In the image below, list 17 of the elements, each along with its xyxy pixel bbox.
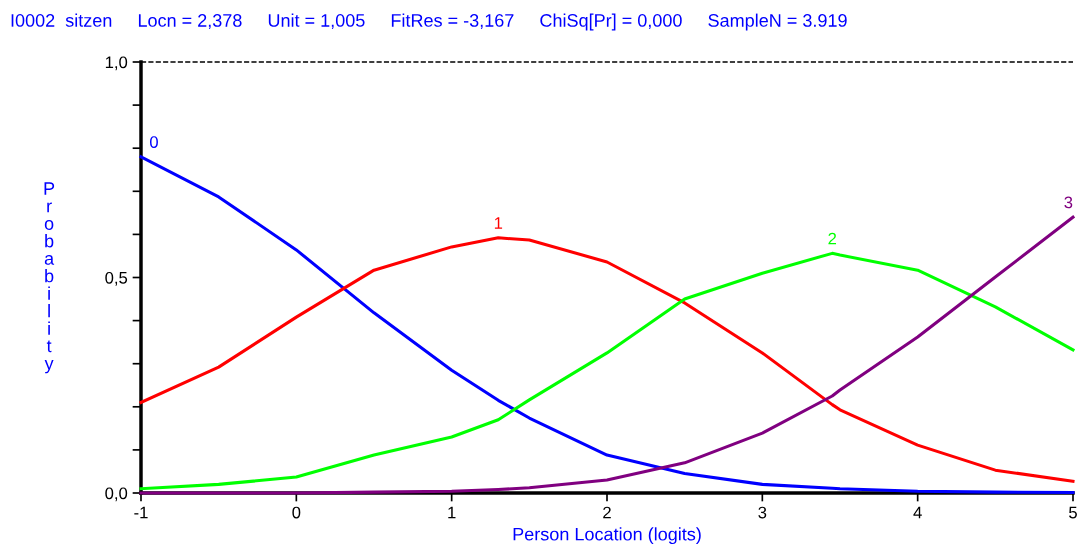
y-tick-label: 0,5 xyxy=(105,271,128,286)
x-tick-label: 5 xyxy=(1069,506,1077,519)
text: Probability xyxy=(44,182,55,374)
chart-title: I0002 sitzen Locn = 2,378 Unit = 1,005 FitRes = -3,167 ChiSq[Pr] = 0,000 SampleN = 3.919 xyxy=(11,13,847,31)
x-tick-label: 1 xyxy=(448,506,456,519)
x-axis-title: Person Location (logits) xyxy=(513,527,701,545)
series-label: 2 xyxy=(828,232,837,245)
y-tick-label: 0,0 xyxy=(105,487,128,502)
x-tick-label: -1 xyxy=(134,506,148,519)
series-label: 3 xyxy=(1064,196,1073,209)
x-tick-label: 0 xyxy=(292,506,301,519)
series-label: 0 xyxy=(149,136,158,148)
series-label: 1 xyxy=(494,217,503,229)
x-tick-label: 3 xyxy=(758,506,767,519)
x-tick-label: 4 xyxy=(913,506,922,519)
y-tick-label: 1,0 xyxy=(105,56,128,71)
x-tick-label: 2 xyxy=(603,506,611,519)
